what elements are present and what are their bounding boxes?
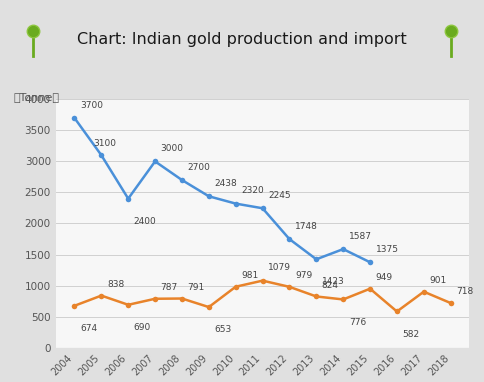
Text: 3000: 3000 <box>161 144 183 153</box>
Text: 1748: 1748 <box>295 222 318 231</box>
Text: 1079: 1079 <box>268 263 291 272</box>
Text: 1423: 1423 <box>322 277 345 286</box>
Text: 674: 674 <box>80 324 97 333</box>
Text: 979: 979 <box>295 271 312 280</box>
Text: 824: 824 <box>322 280 339 290</box>
Text: 787: 787 <box>161 283 178 292</box>
Text: 3700: 3700 <box>80 100 103 110</box>
Text: 582: 582 <box>403 330 420 338</box>
Text: 838: 838 <box>107 280 124 289</box>
Text: 1375: 1375 <box>376 245 399 254</box>
Text: 2320: 2320 <box>241 186 264 195</box>
Text: 653: 653 <box>214 325 232 334</box>
Text: 901: 901 <box>429 276 447 285</box>
Text: （Tonne）: （Tonne） <box>13 92 59 102</box>
Text: 2245: 2245 <box>268 191 291 200</box>
Text: 718: 718 <box>456 287 473 296</box>
Text: 776: 776 <box>349 317 366 327</box>
Text: 949: 949 <box>376 273 393 282</box>
Text: Chart: Indian gold production and import: Chart: Indian gold production and import <box>77 32 407 47</box>
Text: 2700: 2700 <box>187 163 211 172</box>
Text: 981: 981 <box>241 271 258 280</box>
Text: 791: 791 <box>187 283 205 291</box>
Text: 2400: 2400 <box>134 217 156 226</box>
Text: 1587: 1587 <box>349 232 372 241</box>
Text: 2438: 2438 <box>214 179 237 188</box>
Text: 3100: 3100 <box>93 139 116 148</box>
Text: 690: 690 <box>134 323 151 332</box>
